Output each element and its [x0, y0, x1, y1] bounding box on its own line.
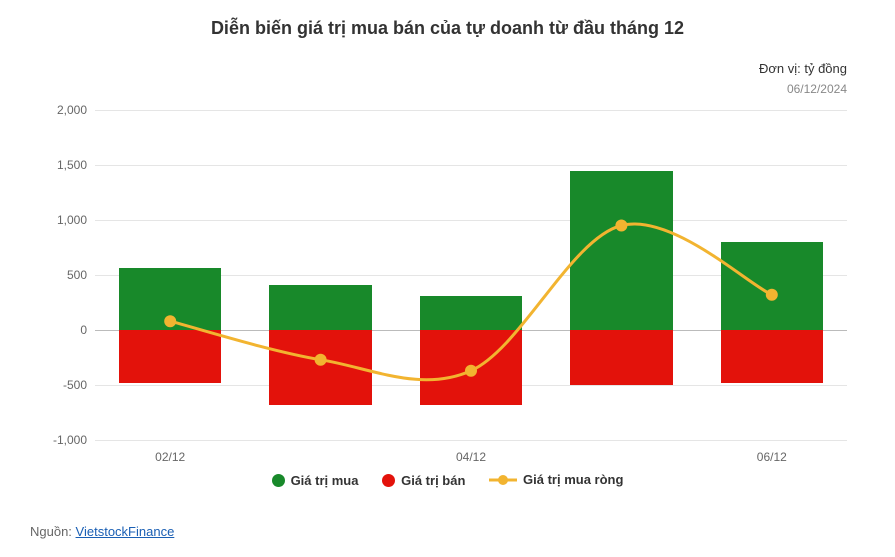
y-tick-label: 1,500 [57, 158, 87, 172]
y-tick-label: 2,000 [57, 103, 87, 117]
source-link[interactable]: VietstockFinance [76, 524, 175, 539]
x-tick-label: 04/12 [456, 450, 486, 464]
source-line: Nguồn: VietstockFinance [30, 524, 174, 539]
y-tick-label: 0 [80, 323, 87, 337]
legend-swatch-sell [382, 474, 395, 487]
legend: Giá trị mua Giá trị bán Giá trị mua ròng [0, 472, 895, 490]
y-tick-label: 1,000 [57, 213, 87, 227]
net-line [95, 110, 847, 440]
x-tick-label: 06/12 [757, 450, 787, 464]
chart-title: Diễn biến giá trị mua bán của tự doanh t… [0, 0, 895, 39]
x-tick-label: 02/12 [155, 450, 185, 464]
y-tick-label: -1,000 [53, 433, 87, 447]
net-marker [315, 354, 327, 366]
net-marker [465, 365, 477, 377]
y-tick-label: -500 [63, 378, 87, 392]
y-tick-label: 500 [67, 268, 87, 282]
net-marker [164, 315, 176, 327]
net-marker [766, 289, 778, 301]
legend-item-net: Giá trị mua ròng [489, 472, 623, 487]
legend-swatch-buy [272, 474, 285, 487]
legend-label-sell: Giá trị bán [401, 473, 465, 488]
legend-item-buy: Giá trị mua [272, 473, 359, 488]
legend-label-buy: Giá trị mua [291, 473, 359, 488]
unit-label: Đơn vị: tỷ đồng [0, 39, 895, 76]
legend-label-net: Giá trị mua ròng [523, 472, 623, 487]
plot-area: -1,000-50005001,0001,5002,00002/1204/120… [95, 110, 847, 440]
source-prefix: Nguồn: [30, 524, 76, 539]
legend-swatch-net [489, 473, 517, 487]
net-marker [615, 220, 627, 232]
legend-item-sell: Giá trị bán [382, 473, 465, 488]
date-stamp: 06/12/2024 [0, 76, 895, 96]
